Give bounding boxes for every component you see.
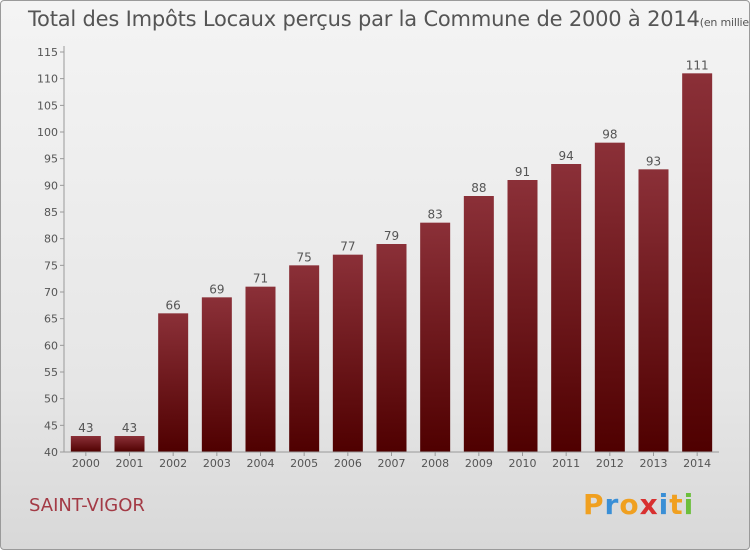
y-tick-label: 105 [37, 99, 58, 112]
x-tick-label: 2011 [552, 457, 580, 470]
proxiti-logo: Proxiti [583, 488, 694, 521]
bar-value-label: 94 [559, 149, 574, 163]
x-tick-label: 2004 [247, 457, 275, 470]
bar-2013 [638, 169, 669, 453]
bar-2006 [332, 254, 363, 452]
y-tick-label: 110 [37, 73, 58, 86]
bar-value-label: 71 [253, 272, 268, 286]
x-tick-label: 2010 [509, 457, 537, 470]
bar-value-label: 93 [646, 154, 661, 168]
bar-value-label: 79 [384, 229, 399, 243]
bar-2009 [463, 196, 494, 452]
x-tick-label: 2014 [683, 457, 711, 470]
x-tick-label: 2003 [203, 457, 231, 470]
bar-2005 [289, 265, 320, 452]
bar-value-label: 88 [471, 181, 486, 195]
bar-value-label: 91 [515, 165, 530, 179]
bar-2000 [70, 436, 101, 452]
commune-name: SAINT-VIGOR [29, 495, 145, 516]
y-tick-label: 70 [44, 286, 58, 299]
bar-2007 [376, 244, 407, 452]
bar-2002 [158, 313, 189, 452]
y-tick-label: 55 [44, 366, 58, 379]
bar-value-label: 69 [209, 282, 224, 296]
x-tick-label: 2007 [378, 457, 406, 470]
x-tick-label: 2008 [421, 457, 449, 470]
bar-2004 [245, 286, 276, 452]
x-tick-label: 2006 [334, 457, 362, 470]
bar-2001 [114, 436, 145, 452]
bar-2011 [551, 164, 582, 452]
logo-letter: P [583, 488, 605, 521]
x-tick-label: 2001 [116, 457, 144, 470]
logo-letter: o [619, 488, 640, 521]
x-tick-label: 2002 [159, 457, 187, 470]
y-tick-label: 95 [44, 153, 58, 166]
chart-title: Total des Impôts Locaux perçus par la Co… [28, 7, 749, 31]
y-tick-label: 85 [44, 206, 58, 219]
x-tick-label: 2009 [465, 457, 493, 470]
y-tick-label: 80 [44, 233, 58, 246]
bars-group: 43 43 66 69 71 75 77 79 83 88 91 94 98 93 111 [70, 58, 713, 453]
y-tick-label: 100 [37, 126, 58, 139]
bar-value-label: 43 [78, 421, 93, 435]
y-tick-label: 75 [44, 259, 58, 272]
x-tick-label: 2005 [290, 457, 318, 470]
bar-2014 [682, 73, 713, 452]
bar-value-label: 111 [686, 58, 709, 72]
logo-letter: x [639, 488, 659, 521]
y-axis: 40 45 50 55 60 65 70 75 80 85 90 95 100 105 110 115 [37, 46, 65, 459]
logo-letter: i [683, 488, 695, 521]
bar-2012 [594, 142, 625, 452]
x-tick-label: 2012 [596, 457, 624, 470]
bar-value-label: 83 [428, 208, 443, 222]
bar-value-label: 98 [602, 128, 617, 142]
bar-2008 [420, 222, 451, 452]
chart-title-unit: (en milliers d'€) [699, 16, 749, 29]
y-tick-label: 90 [44, 179, 58, 192]
y-tick-label: 50 [44, 393, 58, 406]
logo-letter: r [604, 488, 620, 521]
x-tick-label: 2000 [72, 457, 100, 470]
x-tick-label: 2013 [640, 457, 668, 470]
bar-2010 [507, 180, 538, 452]
x-axis: 2000 2001 2002 2003 2004 2005 2006 2007 2008 2009… [64, 451, 719, 470]
y-tick-label: 60 [44, 339, 58, 352]
bar-value-label: 66 [166, 298, 181, 312]
y-tick-label: 115 [37, 46, 58, 59]
logo-letter: t [669, 488, 684, 521]
bar-2003 [201, 297, 232, 452]
y-tick-label: 45 [44, 419, 58, 432]
bar-value-label: 77 [340, 240, 355, 254]
logo-letter: i [658, 488, 670, 521]
chart-title-text: Total des Impôts Locaux perçus par la Co… [28, 7, 700, 31]
bar-value-label: 75 [297, 250, 312, 264]
y-tick-label: 65 [44, 313, 58, 326]
bar-value-label: 43 [122, 421, 137, 435]
y-tick-label: 40 [44, 446, 58, 459]
